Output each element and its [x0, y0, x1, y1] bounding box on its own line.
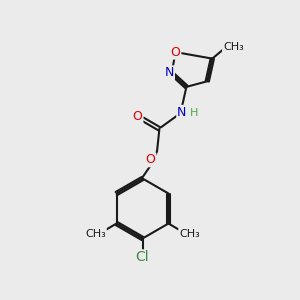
Text: O: O [133, 110, 142, 123]
Text: O: O [146, 153, 155, 166]
Text: CH₃: CH₃ [179, 229, 200, 239]
Text: H: H [190, 108, 199, 118]
Text: CH₃: CH₃ [223, 41, 244, 52]
Text: Cl: Cl [136, 250, 149, 264]
Text: O: O [170, 46, 180, 59]
Text: N: N [165, 66, 174, 79]
Text: N: N [177, 106, 187, 119]
Text: CH₃: CH₃ [85, 229, 106, 239]
